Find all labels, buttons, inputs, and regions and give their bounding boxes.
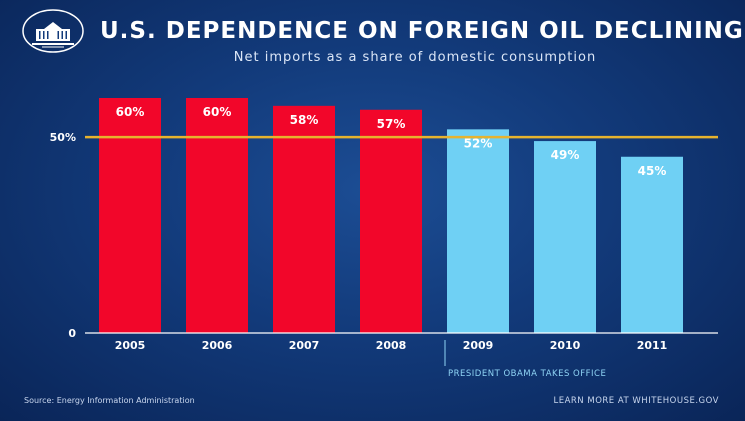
- x-tick-label-2010: 2010: [550, 339, 581, 352]
- bar-2010: [534, 141, 596, 333]
- value-label-2005: 60%: [116, 105, 145, 119]
- bar-2007: [273, 105, 335, 333]
- value-label-2006: 60%: [203, 105, 232, 119]
- value-label-2009: 52%: [464, 136, 493, 150]
- chart-title: U.S. DEPENDENCE ON FOREIGN OIL DECLINING: [100, 18, 744, 44]
- learn-more-link[interactable]: LEARN MORE AT WHITEHOUSE.GOV: [553, 396, 719, 406]
- x-tick-label-2007: 2007: [289, 339, 320, 352]
- y-tick-label-0: 0: [68, 327, 76, 340]
- value-label-2010: 49%: [551, 148, 580, 162]
- bar-2011: [621, 156, 683, 333]
- chart-subtitle: Net imports as a share of domestic consu…: [233, 50, 597, 65]
- y-tick-label-50: 50%: [50, 131, 76, 144]
- value-label-2008: 57%: [377, 117, 406, 131]
- x-tick-label-2011: 2011: [637, 339, 668, 352]
- x-tick-label-2008: 2008: [376, 339, 407, 352]
- x-tick-label-2006: 2006: [202, 339, 233, 352]
- white-house-logo-icon: [22, 9, 84, 53]
- source-note: Source: Energy Information Administratio…: [24, 396, 195, 405]
- value-label-2007: 58%: [290, 113, 319, 127]
- bar-2006: [186, 98, 248, 333]
- value-label-2011: 45%: [638, 164, 667, 178]
- x-tick-label-2005: 2005: [115, 339, 146, 352]
- bar-2008: [360, 109, 422, 333]
- obama-annotation: PRESIDENT OBAMA TAKES OFFICE: [448, 369, 607, 379]
- bar-2009: [447, 129, 509, 333]
- bar-2005: [99, 98, 161, 333]
- x-tick-label-2009: 2009: [463, 339, 494, 352]
